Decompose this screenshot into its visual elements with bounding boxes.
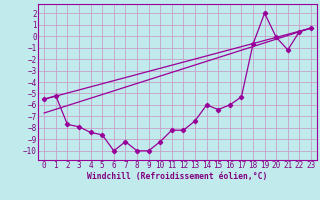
X-axis label: Windchill (Refroidissement éolien,°C): Windchill (Refroidissement éolien,°C) — [87, 172, 268, 181]
